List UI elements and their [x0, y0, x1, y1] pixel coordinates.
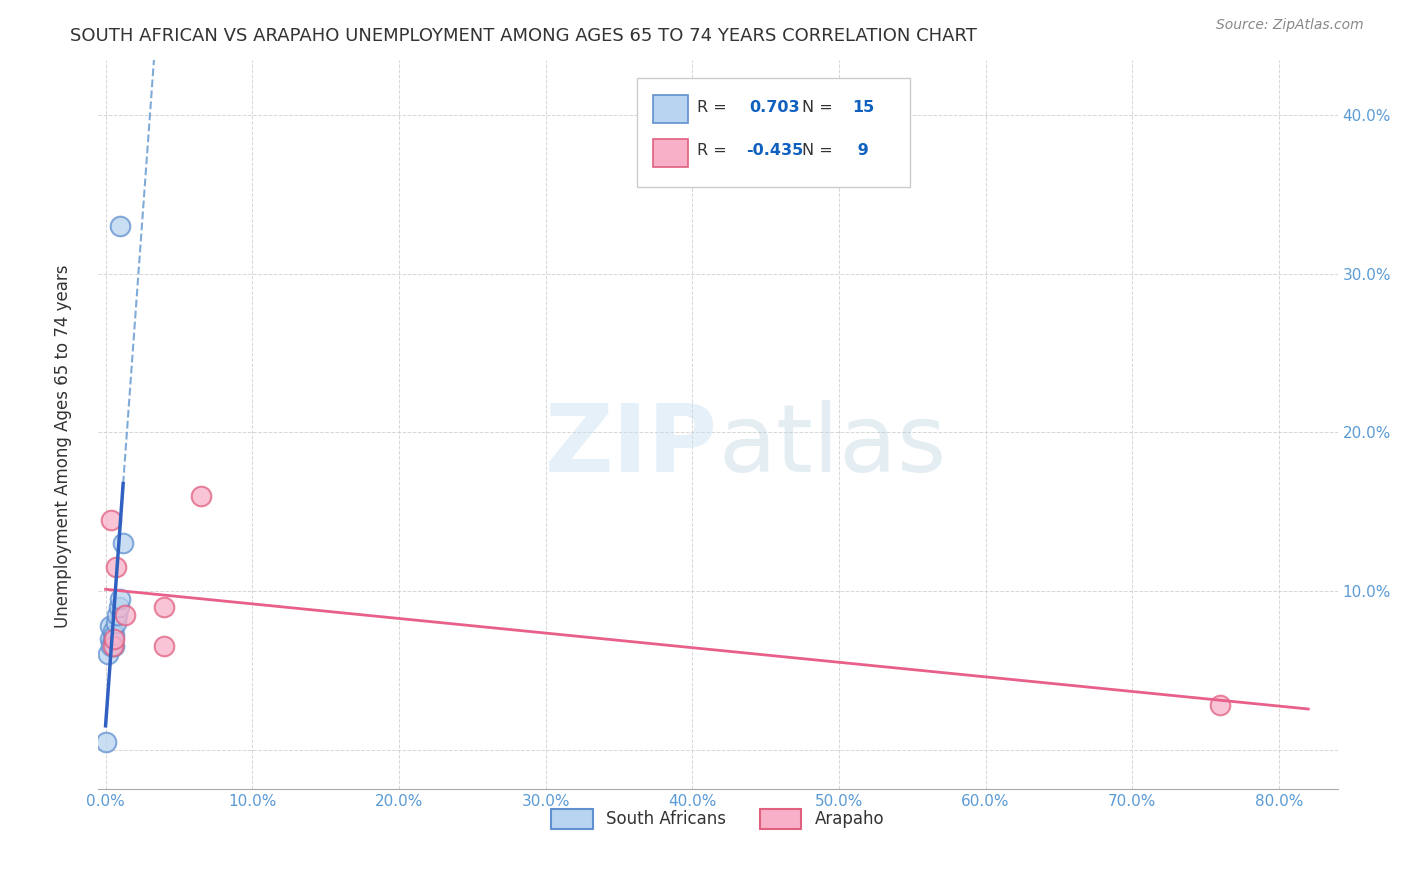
- Text: SOUTH AFRICAN VS ARAPAHO UNEMPLOYMENT AMONG AGES 65 TO 74 YEARS CORRELATION CHAR: SOUTH AFRICAN VS ARAPAHO UNEMPLOYMENT AM…: [70, 27, 977, 45]
- Text: R =: R =: [697, 144, 727, 158]
- Point: [98, 619, 121, 633]
- Point: [112, 536, 135, 550]
- Point: [100, 640, 122, 654]
- Point: [153, 599, 176, 614]
- FancyBboxPatch shape: [654, 95, 688, 123]
- Text: Unemployment Among Ages 65 to 74 years: Unemployment Among Ages 65 to 74 years: [55, 264, 72, 628]
- Point: [103, 640, 125, 654]
- FancyBboxPatch shape: [637, 78, 910, 187]
- Point: [103, 632, 125, 646]
- Point: [104, 560, 127, 574]
- Point: [94, 734, 117, 748]
- Point: [101, 632, 124, 646]
- Point: [100, 512, 122, 526]
- Point: [105, 607, 128, 622]
- FancyBboxPatch shape: [654, 139, 688, 167]
- Text: N =: N =: [803, 144, 832, 158]
- Point: [110, 219, 132, 234]
- Point: [107, 599, 129, 614]
- Text: Source: ZipAtlas.com: Source: ZipAtlas.com: [1216, 18, 1364, 32]
- Point: [101, 624, 124, 638]
- Text: 9: 9: [852, 144, 869, 158]
- Point: [101, 640, 124, 654]
- Point: [97, 648, 120, 662]
- Text: atlas: atlas: [718, 401, 946, 492]
- Point: [153, 640, 176, 654]
- Point: [110, 591, 132, 606]
- Point: [1209, 698, 1232, 713]
- Text: 15: 15: [852, 100, 875, 114]
- Text: 0.703: 0.703: [749, 100, 800, 114]
- Text: -0.435: -0.435: [747, 144, 804, 158]
- Legend: South Africans, Arapaho: South Africans, Arapaho: [544, 802, 891, 836]
- Point: [104, 615, 127, 630]
- Text: R =: R =: [697, 100, 727, 114]
- Text: N =: N =: [803, 100, 832, 114]
- Point: [114, 607, 136, 622]
- Point: [190, 489, 212, 503]
- Point: [103, 628, 125, 642]
- Text: ZIP: ZIP: [546, 401, 718, 492]
- Point: [98, 632, 121, 646]
